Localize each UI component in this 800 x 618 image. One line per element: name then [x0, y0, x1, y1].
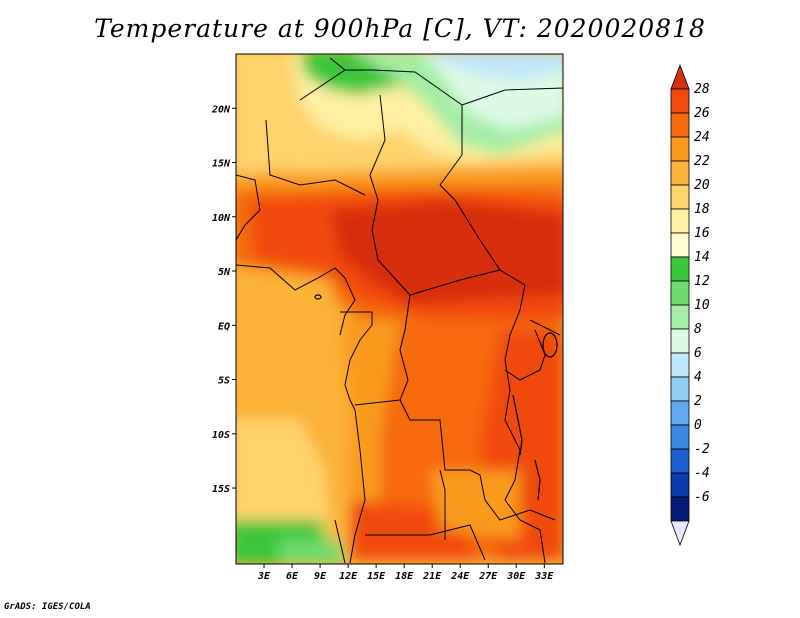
- lat-label: 5N: [218, 267, 231, 278]
- colorbar-segment: [670, 448, 690, 474]
- longitude-axis: 3E 6E 9E 12E 15E 18E 21E 24E 27E 30E 33E: [257, 564, 554, 582]
- colorbar-segment: [670, 160, 690, 186]
- colorbar-segment: [670, 400, 690, 426]
- latitude-axis: 20N 15N 10N 5N EQ 5S 10S 15S: [211, 104, 236, 495]
- colorbar-segment: [670, 208, 690, 234]
- colorbar-segment: [670, 424, 690, 450]
- lat-label: 10S: [212, 430, 230, 441]
- lon-label: 33E: [534, 571, 554, 582]
- colorbar-segment: [670, 496, 690, 522]
- colorbar-segment: [670, 256, 690, 282]
- colorbar-segment: [670, 232, 690, 258]
- lat-label: 5S: [218, 376, 230, 387]
- colorbar-segment: [670, 280, 690, 306]
- colorbar-label: -4: [694, 466, 710, 481]
- lon-label: 9E: [314, 571, 327, 582]
- colorbar-segment: [670, 136, 690, 162]
- lon-label: 30E: [506, 571, 526, 582]
- lat-label: 10N: [212, 213, 231, 224]
- colorbar-segment: [670, 472, 690, 498]
- colorbar-segment: [670, 304, 690, 330]
- grads-credit: GrADS: IGES/COLA: [4, 602, 91, 612]
- lon-label: 6E: [286, 571, 299, 582]
- lon-label: 21E: [422, 571, 442, 582]
- colorbar-label: -6: [694, 490, 710, 505]
- temperature-field: [236, 54, 563, 564]
- lon-label: 12E: [339, 571, 358, 582]
- lon-label: 27E: [478, 571, 498, 582]
- lat-label: 15S: [212, 484, 230, 495]
- colorbar-label: 10: [694, 298, 710, 313]
- lat-label: EQ: [218, 321, 230, 332]
- colorbar-label: 2: [694, 394, 702, 409]
- colorbar-label: 0: [694, 418, 702, 433]
- colorbar-segment: [670, 63, 690, 90]
- colorbar-label: 20: [694, 178, 710, 193]
- country-borders: [236, 57, 563, 564]
- lakes: [314, 294, 558, 501]
- colorbar-label: 18: [694, 202, 710, 217]
- colorbar-label: 28: [694, 82, 710, 97]
- lat-label: 20N: [211, 104, 231, 115]
- colorbar-label: 26: [694, 106, 710, 121]
- colorbar-segment: [670, 88, 690, 114]
- colorbar-label: 14: [694, 250, 710, 265]
- lon-label: 18E: [395, 571, 414, 582]
- colorbar-label: 12: [694, 274, 710, 289]
- colorbar-label: 8: [694, 322, 702, 337]
- map-frame: [235, 53, 564, 565]
- map-title: Temperature at 900hPa [C], VT: 202002081…: [94, 14, 706, 43]
- colorbar-label: -2: [694, 442, 710, 457]
- lon-label: 3E: [257, 571, 271, 582]
- colorbar-label: 6: [694, 346, 702, 361]
- colorbar-segment: [670, 328, 690, 354]
- colorbar-label: 22: [694, 154, 710, 169]
- lat-label: 15N: [212, 159, 231, 170]
- colorbar-segment: [670, 112, 690, 138]
- colorbar-segment: [670, 520, 690, 547]
- colorbar-segment: [670, 352, 690, 378]
- colorbar-label: 4: [694, 370, 702, 385]
- colorbar-label: 24: [694, 130, 710, 145]
- colorbar-segment: [670, 184, 690, 210]
- temperature-map: 20N 15N 10N 5N EQ 5S 10S 15S 3E 6E 9E 12E 15E 18E 21E…: [211, 53, 710, 582]
- colorbar-segment: [670, 376, 690, 402]
- lon-label: 24E: [450, 571, 470, 582]
- colorbar-label: 16: [694, 226, 710, 241]
- lon-label: 15E: [367, 571, 386, 582]
